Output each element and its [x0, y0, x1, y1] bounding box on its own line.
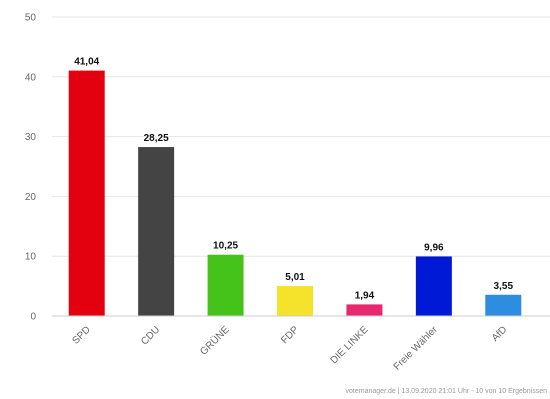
value-labels: 41,04 28,25 10,25 5,01 1,94 9,96 3,55: [74, 57, 513, 302]
bar-value-label: 28,25: [144, 133, 169, 144]
bar[interactable]: [415, 256, 452, 316]
bar-value-label: 3,55: [494, 281, 514, 292]
x-tick-label: AfD: [490, 324, 510, 344]
y-tick-label: 0: [30, 312, 36, 323]
y-tick-label: 20: [25, 192, 37, 203]
bar[interactable]: [68, 70, 105, 316]
x-tick-label: Freie Wähler: [392, 324, 441, 373]
gridlines: [52, 16, 550, 257]
footer-credit: votemanager.de | 13.09.2020 21:01 Uhr - …: [346, 388, 548, 395]
y-tick-label: 30: [25, 132, 37, 143]
bar-value-label: 1,94: [355, 290, 375, 301]
y-axis-ticks: 0 10 20 30 40 50: [25, 13, 37, 323]
y-tick-label: 10: [25, 252, 37, 263]
bars: [68, 70, 522, 316]
x-tick-label: CDU: [139, 324, 162, 347]
bar[interactable]: [207, 254, 244, 316]
y-tick-label: 50: [25, 13, 37, 24]
bar[interactable]: [346, 304, 383, 316]
x-tick-label: FDP: [279, 324, 301, 346]
bar[interactable]: [277, 286, 313, 316]
bar[interactable]: [138, 147, 175, 316]
bar-value-label: 9,96: [424, 242, 444, 253]
bar-value-label: 10,25: [213, 241, 238, 252]
y-tick-label: 40: [25, 72, 37, 83]
x-tick-label: SPD: [71, 324, 93, 346]
bar[interactable]: [485, 294, 522, 316]
bar-value-label: 41,04: [74, 57, 99, 68]
x-tick-label: DIE LINKE: [329, 324, 371, 366]
x-tick-label: GRÜNE: [198, 323, 232, 357]
x-axis-labels: SPD CDU GRÜNE FDP DIE LINKE Freie Wähler AfD: [71, 323, 510, 372]
bar-value-label: 5,01: [285, 272, 305, 283]
